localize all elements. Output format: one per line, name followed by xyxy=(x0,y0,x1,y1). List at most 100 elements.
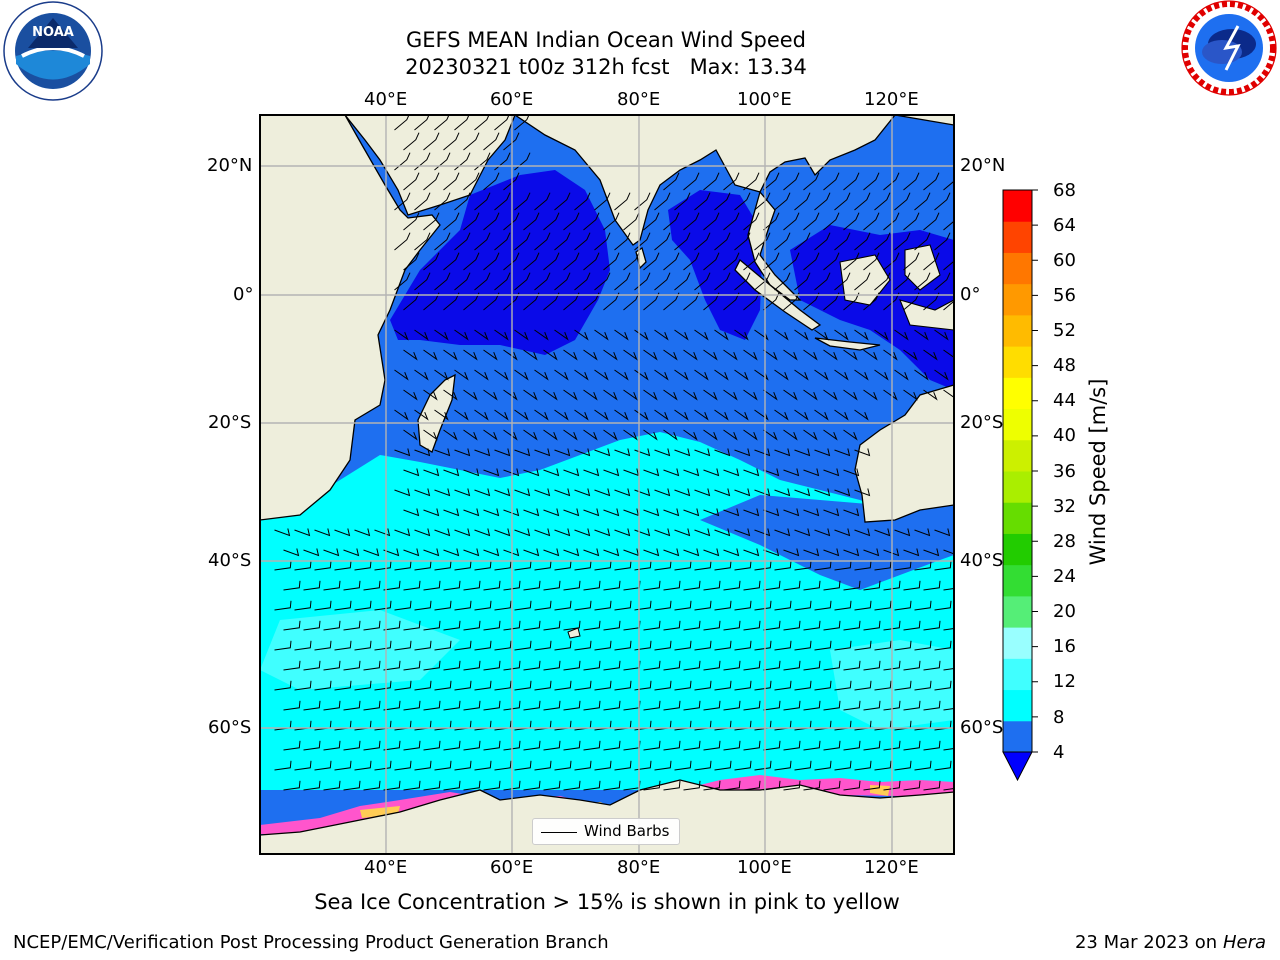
wind-barb xyxy=(723,429,738,441)
wind-barb xyxy=(903,212,920,231)
chart-subtitle: 20230321 t00z 312h fcst Max: 13.34 xyxy=(405,55,807,79)
wind-barb xyxy=(923,700,941,711)
wind-barb xyxy=(703,740,721,751)
wind-barb xyxy=(943,788,954,791)
wind-barb xyxy=(654,760,672,771)
wind-barb xyxy=(283,780,301,791)
wind-barb xyxy=(763,212,780,231)
wind-barb xyxy=(814,448,831,457)
wind-barb xyxy=(274,528,291,537)
wind-barb xyxy=(394,600,412,611)
wind-barb xyxy=(503,172,520,191)
wind-barb xyxy=(443,660,461,671)
wind-barb xyxy=(914,640,932,651)
wind-barb xyxy=(503,700,521,711)
wind-barb xyxy=(634,760,652,771)
wind-barb xyxy=(754,640,772,651)
wind-barb xyxy=(283,620,301,631)
wind-barb xyxy=(814,640,832,651)
wind-barb xyxy=(283,548,300,557)
wind-barb xyxy=(674,369,689,381)
wind-barb xyxy=(643,389,658,401)
wind-barb xyxy=(334,528,351,537)
wind-barb xyxy=(823,212,840,231)
wind-barb xyxy=(643,700,661,711)
wind-barb xyxy=(943,549,954,555)
wind-barb xyxy=(603,660,621,671)
wind-barb xyxy=(823,740,841,751)
graticule xyxy=(260,115,954,854)
wind-barb xyxy=(603,252,620,271)
wind-barb xyxy=(723,580,741,591)
wind-barb xyxy=(314,680,332,691)
wind-barb xyxy=(374,680,392,691)
wind-barb xyxy=(943,668,954,671)
wind-barb xyxy=(454,680,472,691)
wind-barb xyxy=(794,272,811,291)
wind-barb xyxy=(883,252,900,271)
wind-barb xyxy=(594,528,611,537)
wind-barb xyxy=(503,252,520,271)
wind-barb xyxy=(294,760,312,771)
wind-barb xyxy=(843,252,860,271)
wind-barb xyxy=(583,780,601,791)
wind-barb xyxy=(783,660,801,671)
wind-barb xyxy=(743,780,761,791)
wind-barb xyxy=(583,660,601,671)
wind-barb xyxy=(503,349,518,361)
wind-barb xyxy=(803,429,818,441)
wind-barb xyxy=(934,640,952,651)
wind-barb xyxy=(554,448,571,457)
wind-barb xyxy=(494,528,511,537)
wind-barb xyxy=(674,560,692,571)
wind-barb xyxy=(394,560,412,571)
wind-barb xyxy=(554,680,572,691)
sea-ice-caption: Sea Ice Concentration > 15% is shown in … xyxy=(314,890,900,914)
wind-barb xyxy=(903,349,918,361)
wind-barb xyxy=(534,369,549,381)
wind-barb xyxy=(454,640,472,651)
wind-barb xyxy=(723,212,740,231)
wind-barb xyxy=(423,389,438,401)
wind-barb xyxy=(514,272,531,291)
wind-barb xyxy=(523,780,541,791)
wind-barb xyxy=(703,548,720,557)
wind-barb xyxy=(423,468,440,477)
wind-barb xyxy=(403,468,420,477)
wind-barb xyxy=(783,349,798,361)
wind-barb xyxy=(554,528,571,537)
wind-barb xyxy=(734,448,751,457)
wind-barb xyxy=(794,448,811,457)
wind-barb xyxy=(474,448,491,457)
wind-barb xyxy=(823,349,838,361)
wind-barb xyxy=(554,760,572,771)
wind-barb xyxy=(434,448,451,457)
wind-barb xyxy=(603,580,621,591)
wind-barb xyxy=(454,528,471,537)
wind-barb xyxy=(643,580,661,591)
wind-barb xyxy=(794,409,809,421)
wind-barb xyxy=(814,409,829,421)
wind-barb xyxy=(803,389,818,401)
wind-barb xyxy=(363,660,381,671)
lon-label-top-60E: 60°E xyxy=(490,89,534,110)
wind-barb xyxy=(603,548,620,557)
wind-barb xyxy=(563,252,580,271)
wind-barb xyxy=(863,780,881,791)
wind-barb xyxy=(774,488,791,497)
wind-barb xyxy=(914,680,932,691)
wind-barb xyxy=(683,252,700,271)
wind-barb xyxy=(663,508,680,517)
wind-barb xyxy=(763,660,781,671)
wind-barb xyxy=(614,640,632,651)
colorbar-tick-24: 24 xyxy=(1053,566,1076,587)
wind-barb xyxy=(863,172,880,191)
wind-barb xyxy=(443,548,460,557)
wind-barb xyxy=(583,429,598,441)
wind-barb xyxy=(783,468,800,477)
wind-barb xyxy=(794,600,812,611)
wind-barb xyxy=(343,620,361,631)
wind-barb xyxy=(403,172,420,191)
wind-barb xyxy=(303,548,320,557)
